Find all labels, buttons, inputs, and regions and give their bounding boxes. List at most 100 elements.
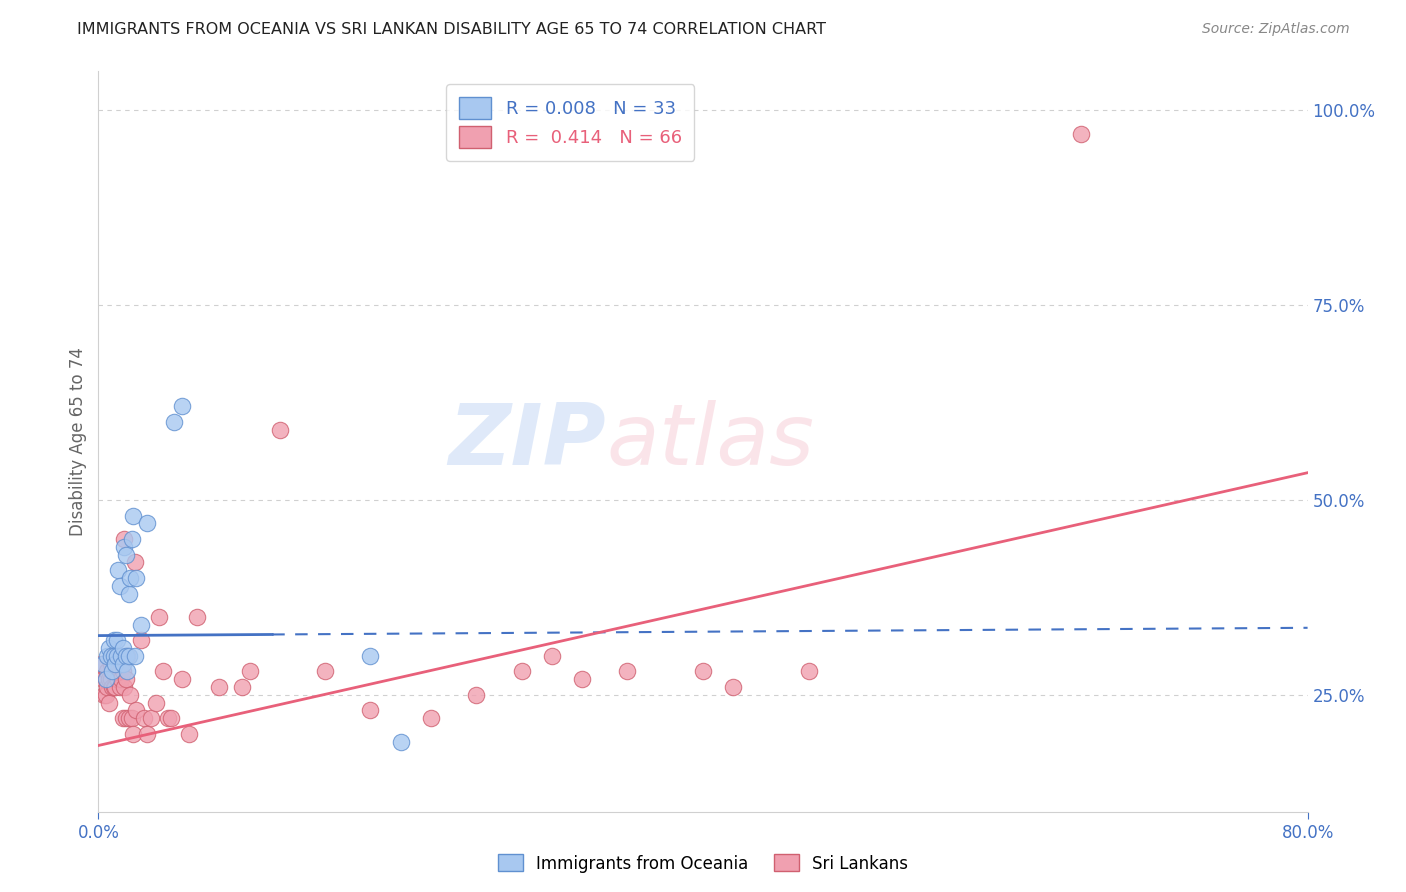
Point [104, 665, 127, 679]
Point [91, 657, 114, 671]
Point [121, 532, 143, 546]
Point [239, 665, 262, 679]
Point [93, 688, 115, 702]
Point [114, 711, 136, 725]
Point [111, 665, 134, 679]
Point [107, 657, 129, 671]
Point [103, 680, 125, 694]
Point [389, 734, 412, 748]
Point [208, 680, 231, 694]
Point [100, 672, 122, 686]
Point [94, 672, 117, 686]
Point [96, 648, 118, 663]
Point [101, 648, 124, 663]
Point [118, 711, 141, 725]
Point [103, 648, 125, 663]
Point [616, 665, 638, 679]
Point [125, 571, 148, 585]
Text: atlas: atlas [606, 400, 814, 483]
Point [115, 665, 138, 679]
Point [170, 400, 193, 414]
Point [179, 727, 201, 741]
Text: ZIP: ZIP [449, 400, 606, 483]
Point [186, 610, 208, 624]
Point [111, 657, 134, 671]
Point [112, 680, 135, 694]
Point [692, 665, 714, 679]
Point [103, 633, 125, 648]
Point [94, 672, 117, 686]
Point [163, 415, 186, 429]
Text: Source: ZipAtlas.com: Source: ZipAtlas.com [1202, 22, 1350, 37]
Point [723, 680, 745, 694]
Point [107, 672, 129, 686]
Point [125, 703, 148, 717]
Point [314, 665, 336, 679]
Point [105, 633, 128, 648]
Point [98, 641, 121, 656]
Point [129, 633, 152, 648]
Point [108, 579, 131, 593]
Point [107, 563, 129, 577]
Point [156, 711, 179, 725]
Point [98, 672, 121, 686]
Point [100, 657, 122, 671]
Point [269, 423, 291, 437]
Point [110, 672, 132, 686]
Point [231, 680, 253, 694]
Point [135, 727, 157, 741]
Point [104, 680, 127, 694]
Point [112, 540, 135, 554]
Point [118, 648, 141, 663]
Point [105, 657, 128, 671]
Point [122, 727, 145, 741]
Point [540, 648, 562, 663]
Point [121, 711, 143, 725]
Point [115, 648, 138, 663]
Point [120, 688, 142, 702]
Legend: R = 0.008   N = 33, R =  0.414   N = 66: R = 0.008 N = 33, R = 0.414 N = 66 [446, 84, 695, 161]
Point [94, 688, 117, 702]
Point [148, 610, 170, 624]
Point [571, 672, 593, 686]
Point [108, 680, 131, 694]
Point [98, 696, 121, 710]
Point [96, 665, 118, 679]
Point [132, 711, 155, 725]
Point [110, 657, 132, 671]
Point [135, 516, 157, 531]
Point [1070, 127, 1092, 141]
Point [797, 665, 820, 679]
Point [114, 648, 136, 663]
Point [105, 672, 128, 686]
Point [110, 648, 132, 663]
Point [141, 711, 163, 725]
Point [120, 571, 142, 585]
Point [90, 657, 112, 671]
Point [360, 703, 382, 717]
Point [111, 711, 134, 725]
Point [103, 648, 125, 663]
Point [118, 586, 141, 600]
Point [111, 641, 134, 656]
Point [100, 648, 122, 663]
Point [101, 665, 124, 679]
Point [124, 555, 146, 569]
Point [112, 532, 135, 546]
Point [91, 672, 114, 686]
Point [152, 665, 174, 679]
Point [420, 711, 443, 725]
Point [122, 508, 145, 523]
Point [101, 680, 124, 694]
Point [114, 548, 136, 562]
Point [104, 657, 127, 671]
Point [96, 680, 118, 694]
Point [170, 672, 193, 686]
Point [145, 696, 167, 710]
Point [510, 665, 533, 679]
Point [124, 648, 146, 663]
Point [108, 665, 131, 679]
Point [360, 648, 382, 663]
Legend: Immigrants from Oceania, Sri Lankans: Immigrants from Oceania, Sri Lankans [491, 847, 915, 880]
Text: IMMIGRANTS FROM OCEANIA VS SRI LANKAN DISABILITY AGE 65 TO 74 CORRELATION CHART: IMMIGRANTS FROM OCEANIA VS SRI LANKAN DI… [77, 22, 827, 37]
